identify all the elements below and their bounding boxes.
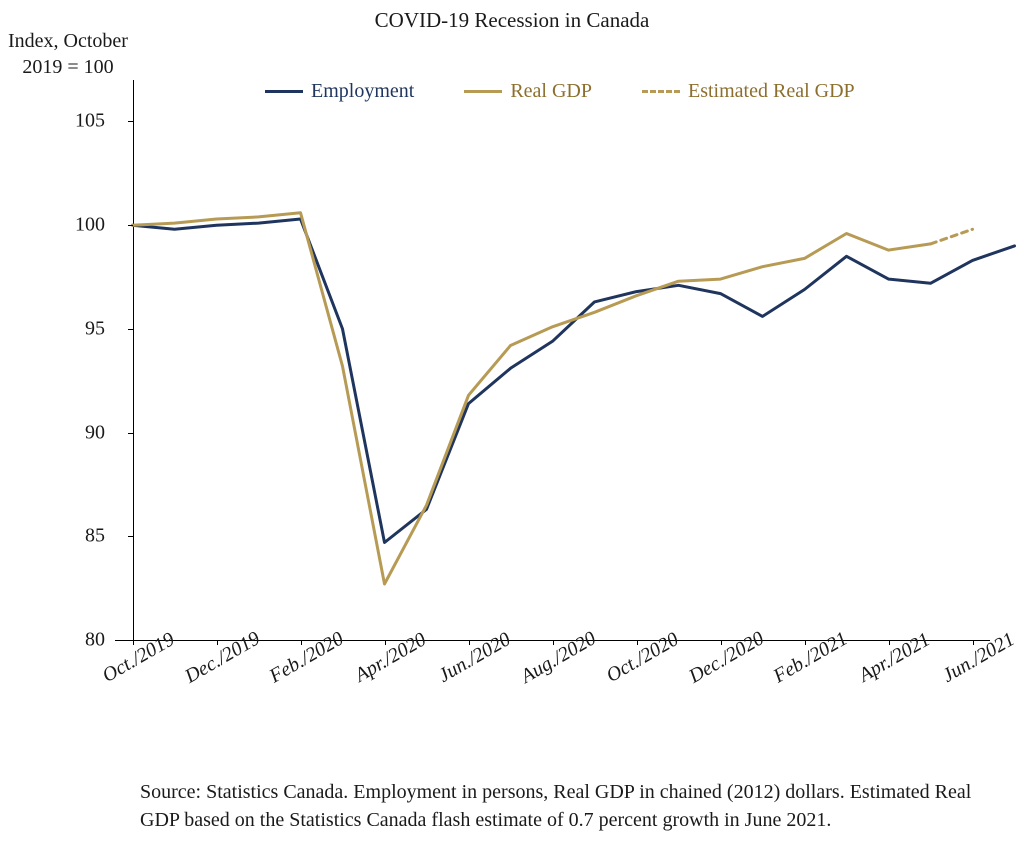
chart-title: COVID-19 Recession in Canada xyxy=(0,8,1024,33)
chart-container: COVID-19 Recession in Canada Index, Octo… xyxy=(0,0,1024,856)
y-tick-label: 80 xyxy=(45,629,105,652)
y-tick-mark xyxy=(128,329,133,330)
plot-area: EmploymentReal GDPEstimated Real GDP 808… xyxy=(115,80,990,640)
x-tick-mark xyxy=(553,640,554,645)
y-tick-label: 90 xyxy=(45,421,105,444)
x-tick-mark xyxy=(973,640,974,645)
y-tick-mark xyxy=(128,121,133,122)
series-line xyxy=(133,219,1015,543)
y-tick-label: 105 xyxy=(45,110,105,133)
x-tick-mark xyxy=(721,640,722,645)
plot-wrap: EmploymentReal GDPEstimated Real GDP 808… xyxy=(115,80,990,640)
x-tick-mark xyxy=(301,640,302,645)
series-svg xyxy=(115,80,990,640)
y-axis-caption: Index, October 2019 = 100 xyxy=(8,28,128,80)
source-note: Source: Statistics Canada. Employment in… xyxy=(140,778,994,834)
y-tick-mark xyxy=(128,433,133,434)
x-tick-mark xyxy=(469,640,470,645)
x-tick-mark xyxy=(217,640,218,645)
y-tick-label: 85 xyxy=(45,525,105,548)
y-tick-label: 95 xyxy=(45,317,105,340)
y-tick-mark xyxy=(128,225,133,226)
x-tick-mark xyxy=(889,640,890,645)
series-line xyxy=(931,229,973,244)
y-tick-mark xyxy=(128,536,133,537)
x-tick-mark xyxy=(805,640,806,645)
x-tick-mark xyxy=(385,640,386,645)
x-tick-mark xyxy=(637,640,638,645)
y-tick-label: 100 xyxy=(45,214,105,237)
x-tick-mark xyxy=(133,640,134,645)
series-line xyxy=(133,213,931,584)
